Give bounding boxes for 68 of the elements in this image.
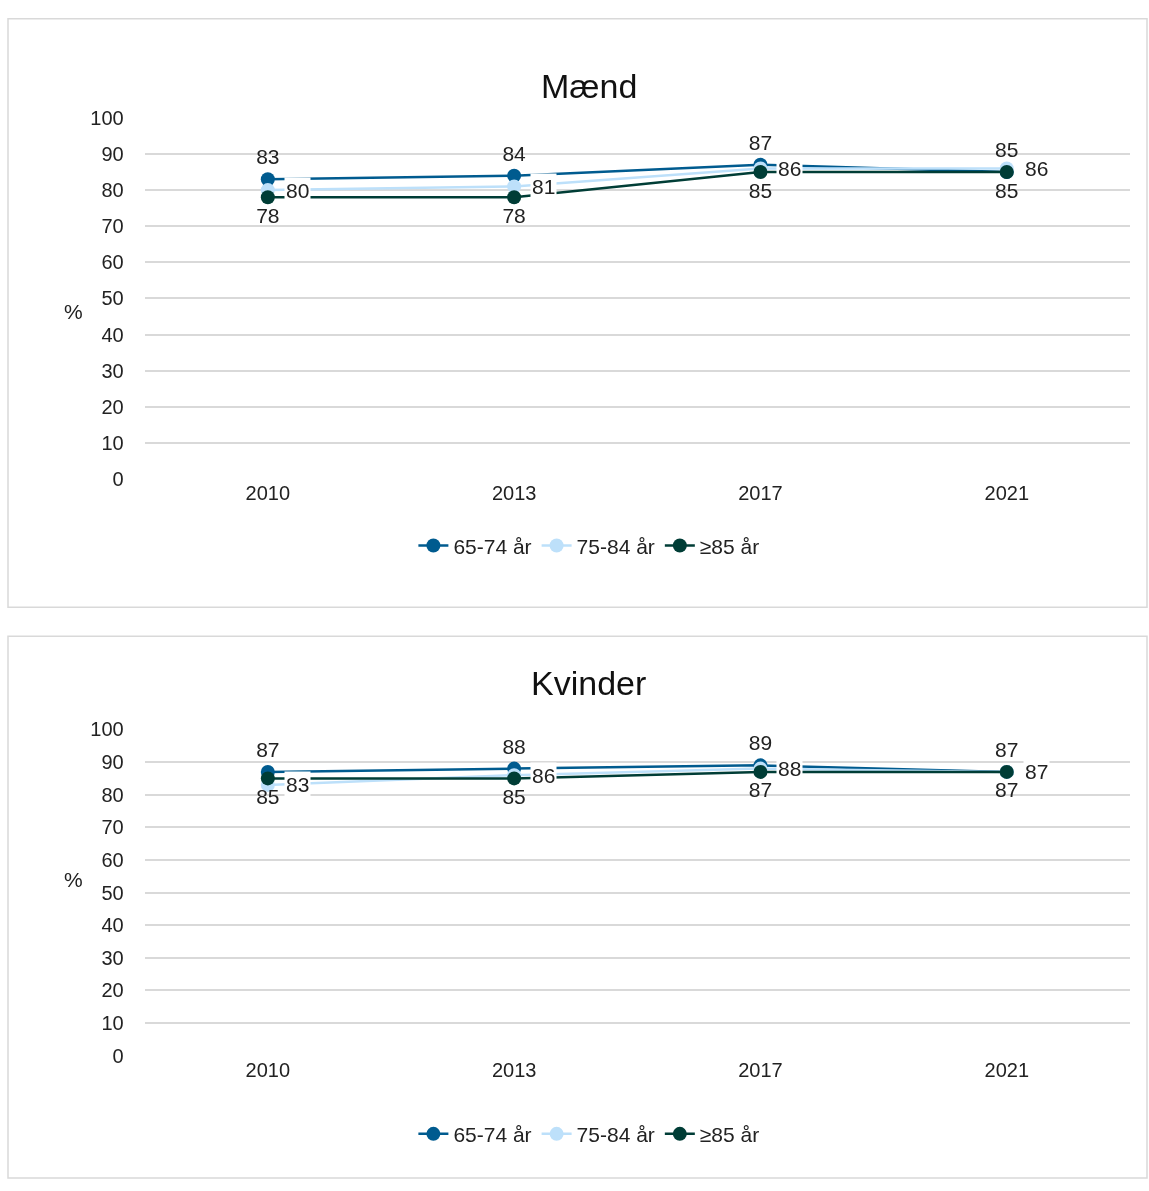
y-tick-label: 20	[101, 979, 124, 1002]
x-tick-label: 2017	[738, 482, 783, 504]
y-tick-label: 60	[101, 848, 124, 871]
data-label: 85	[502, 784, 526, 808]
x-tick-label: 2013	[491, 482, 537, 504]
data-label: 87	[748, 778, 773, 802]
x-tick-label: 2021	[984, 1058, 1030, 1081]
y-tick-label: 50	[101, 881, 124, 904]
y-tick-label: 30	[101, 359, 124, 382]
data-label: 83	[286, 773, 310, 796]
legend-label: 65-74 år	[453, 534, 532, 558]
y-axis-title: %	[64, 868, 83, 891]
y-tick-label: 50	[101, 287, 124, 310]
legend-label: ≥85 år	[699, 1123, 760, 1147]
legend-label: 75-84 år	[576, 1123, 655, 1147]
y-tick-label: 80	[101, 179, 124, 202]
x-tick-label: 2013	[491, 1058, 537, 1081]
point	[507, 190, 522, 205]
legend-label: ≥85 år	[699, 534, 760, 558]
data-label: 88	[502, 734, 526, 758]
x-tick-label: 2010	[245, 482, 291, 504]
chart-title: Kvinder	[531, 664, 647, 702]
data-label: 80	[286, 179, 310, 202]
y-tick-label: 60	[101, 251, 124, 274]
y-axis-title: %	[64, 300, 83, 323]
data-label: 84	[502, 141, 527, 165]
legend-label: 75-84 år	[576, 534, 655, 558]
data-label: 88	[778, 757, 802, 780]
y-tick-label: 80	[101, 783, 124, 806]
data-label: 85	[748, 178, 773, 202]
data-label: 83	[256, 145, 280, 169]
y-tick-label: 10	[101, 1012, 124, 1035]
data-label: 86	[1025, 157, 1049, 180]
data-label: 78	[256, 203, 280, 227]
data-label: 86	[532, 764, 556, 787]
chart-title: Mænd	[541, 67, 638, 105]
data-label: 87	[256, 737, 280, 761]
y-tick-label: 30	[101, 946, 124, 969]
data-label: 87	[995, 778, 1019, 802]
y-tick-label: 70	[101, 215, 124, 238]
x-tick-label: 2017	[738, 1058, 783, 1081]
y-tick-label: 70	[101, 816, 124, 839]
point	[260, 771, 275, 786]
y-tick-label: 90	[101, 142, 124, 165]
y-tick-label: 10	[101, 431, 124, 454]
point	[260, 190, 275, 205]
y-tick-label: 90	[101, 751, 124, 774]
data-label: 87	[1025, 760, 1049, 783]
y-tick-label: 40	[101, 914, 124, 937]
y-tick-label: 40	[101, 323, 124, 346]
data-label: 85	[995, 138, 1019, 162]
x-tick-label: 2021	[984, 482, 1030, 504]
data-label: 85	[256, 784, 280, 808]
y-tick-label: 100	[90, 106, 124, 129]
y-tick-label: 100	[90, 718, 124, 741]
data-label: 78	[502, 203, 526, 227]
y-tick-label: 0	[112, 468, 124, 490]
data-label: 87	[748, 130, 773, 154]
data-label: 89	[748, 731, 773, 755]
y-tick-label: 20	[101, 395, 124, 418]
legend-label: 65-74 år	[453, 1123, 532, 1147]
data-label: 81	[532, 175, 556, 198]
data-label: 85	[995, 178, 1019, 202]
y-tick-label: 0	[112, 1044, 124, 1067]
point	[753, 165, 768, 180]
data-label: 87	[995, 737, 1019, 761]
x-tick-label: 2010	[245, 1058, 291, 1081]
data-label: 86	[778, 157, 802, 180]
